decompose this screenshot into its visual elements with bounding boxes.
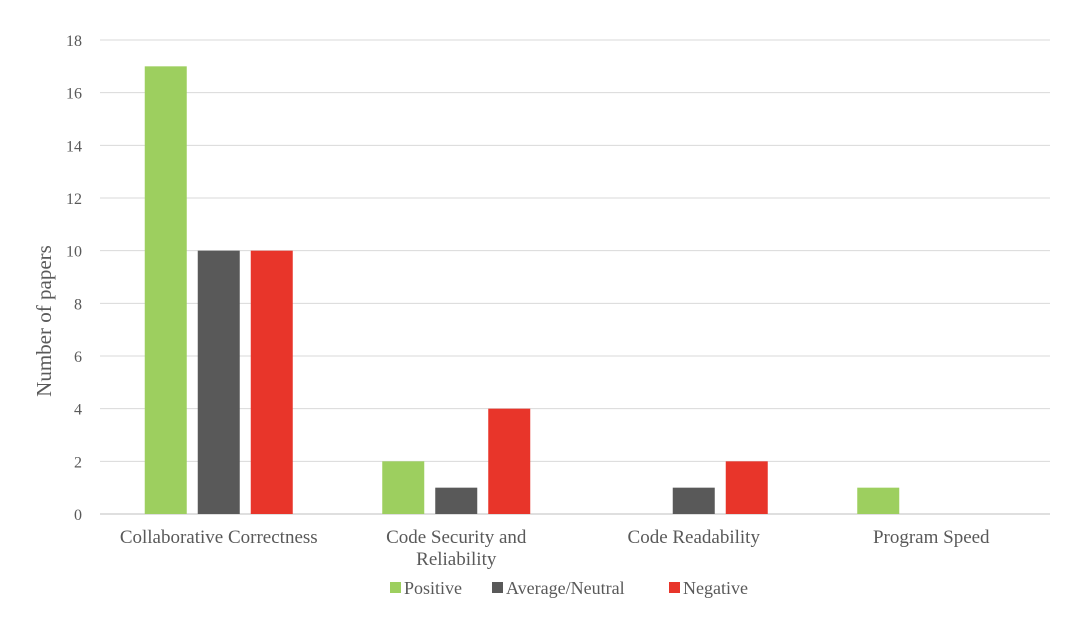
legend-swatch	[492, 582, 503, 593]
legend: Positive Average/Neutral Negative	[390, 578, 748, 598]
y-tick-label: 8	[74, 296, 82, 313]
x-category-label-line: Collaborative Correctness	[120, 527, 318, 548]
x-category-label-line: Code Readability	[628, 527, 761, 548]
x-axis-categories: Collaborative Correctness Code Security a…	[120, 527, 990, 570]
y-tick-label: 0	[74, 507, 82, 524]
y-tick-label: 18	[66, 33, 82, 50]
x-category-label: Code Readability	[628, 527, 761, 548]
legend-label: Negative	[683, 578, 748, 598]
y-axis-ticks: 0 2 4 6 8 10 12 14 16 18	[66, 33, 82, 524]
y-tick-label: 14	[66, 138, 82, 155]
bar-positive	[857, 487, 900, 514]
legend-swatch	[390, 582, 401, 593]
bar-positive	[382, 461, 425, 514]
legend-swatch	[669, 582, 680, 593]
y-tick-label: 4	[74, 402, 82, 419]
x-category-label: Program Speed	[873, 527, 990, 548]
y-tick-label: 12	[66, 191, 82, 208]
bars	[144, 66, 900, 514]
bar-average-neutral	[672, 487, 715, 514]
bar-positive	[144, 66, 187, 514]
gridlines	[100, 39, 1050, 515]
x-category-label-line: Reliability	[416, 549, 497, 570]
y-tick-label: 2	[74, 454, 82, 471]
legend-label: Positive	[404, 578, 462, 598]
x-category-label-line: Code Security and	[386, 527, 527, 548]
legend-label: Average/Neutral	[506, 578, 625, 598]
bar-negative	[488, 408, 531, 514]
x-category-label: Collaborative Correctness	[120, 527, 318, 548]
bar-average-neutral	[197, 250, 240, 514]
bar-negative	[725, 461, 768, 514]
y-tick-label: 10	[66, 244, 82, 261]
y-axis-label: Number of papers	[32, 245, 56, 397]
x-category-label-line: Program Speed	[873, 527, 990, 548]
y-tick-label: 16	[66, 86, 82, 103]
bar-average-neutral	[435, 487, 478, 514]
y-tick-label: 6	[74, 349, 82, 366]
bar-negative	[250, 250, 293, 514]
x-category-label: Code Security and Reliability	[386, 527, 527, 570]
